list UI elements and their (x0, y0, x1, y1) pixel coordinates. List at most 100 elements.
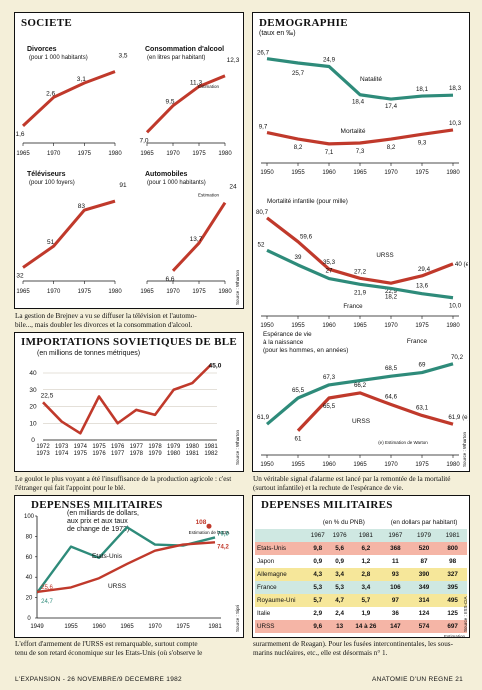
x-tick-label: 1980 (218, 289, 232, 295)
series-line (21, 70, 116, 127)
x-tick-label: 1965 (353, 462, 367, 468)
data-label: 9,3 (418, 139, 427, 146)
data-label: 68,5 (385, 365, 398, 372)
y-tick-label: 10 (29, 420, 37, 427)
mil-caption-l2: tenu de son retard économique sur les Et… (15, 648, 203, 657)
value-cell: 2,8 (361, 571, 371, 578)
data-label: 7,1 (325, 149, 334, 156)
data-label: 8,2 (294, 144, 303, 151)
mini-chart-title: Téléviseurs (27, 171, 66, 178)
value-cell: 574 (418, 623, 430, 630)
table-year: 1967 (388, 532, 403, 539)
x-tick-label: 1960 (322, 462, 336, 468)
value-cell: 36 (391, 610, 399, 617)
x-tick-label: 1981 (186, 451, 200, 457)
table-row: Etats-Unis 9,8 5,6 6,2 368 520 800 (255, 542, 467, 555)
x-tick-label: 1970 (384, 323, 398, 329)
value-cell: 5,7 (313, 597, 323, 604)
value-cell: 368 (390, 545, 401, 552)
data-label: 3,1 (77, 76, 86, 83)
ble-title: IMPORTATIONS SOVIETIQUES DE BLE (21, 336, 238, 348)
x-tick-label: 1980 (167, 451, 181, 457)
value-cell: 2,4 (335, 610, 345, 617)
demo-panel: DEMOGRAPHIE (taux en ‰) 26,7 25,7 24,9 18,4… (252, 12, 470, 472)
data-label: 7,0 (139, 137, 148, 144)
value-cell: 800 (447, 545, 458, 552)
data-label: 26,7 (257, 50, 270, 57)
data-label: 61,9 (e) (448, 414, 468, 421)
y-tick-label: 0 (31, 437, 35, 444)
mil-caption: L'effort d'armement de l'URSS est remarq… (15, 640, 247, 657)
data-label: 21,9 (354, 289, 367, 296)
x-tick-label: 1960 (322, 323, 336, 329)
x-tick-label: 1975 (192, 289, 206, 295)
x-tick-label: 1970 (47, 289, 61, 295)
data-label: 40 (e) (455, 261, 468, 268)
table-group-1: (en % du PNB) (322, 519, 365, 526)
mil-subtitle-3: de change de 1973) (67, 526, 130, 533)
table-note-row: Estimation (255, 633, 467, 640)
societe-caption-l2: bile..., mais doubler les divorces et la… (15, 320, 193, 329)
data-label: 91 (119, 182, 127, 189)
data-label: 8,2 (387, 144, 396, 151)
y-tick-label: 0 (27, 616, 31, 622)
data-label: 24 (229, 184, 237, 191)
demo-source: Source : Wharton (462, 431, 467, 467)
data-label: 18,1 (416, 86, 429, 93)
value-cell: 390 (418, 571, 430, 578)
x-tick-label: 1980 (108, 289, 122, 295)
value-cell: 5,6 (335, 545, 345, 552)
data-label: 61,9 (257, 414, 270, 421)
last-value-label: 74,2 (217, 544, 229, 550)
x-tick-label: 1970 (384, 462, 398, 468)
data-label: 12,3 (227, 57, 240, 64)
x-tick-label: 1975 (176, 624, 190, 630)
france-infant-line (266, 248, 454, 300)
series-line (171, 201, 227, 272)
table-panel: DEPENSES MILITAIRES (en % du PNB) (en do… (252, 495, 470, 640)
y-tick-label: 100 (24, 514, 35, 520)
value-cell: 124 (418, 610, 430, 617)
natalite-line (266, 57, 454, 101)
data-label: 27 (326, 268, 333, 275)
x-tick-label: 1965 (140, 289, 154, 295)
estimation-note: (e) Estimation de Warton (378, 440, 428, 445)
mini-chart-subtitle: (en litres par habitant) (147, 55, 205, 61)
y-tick-label: 60 (26, 555, 33, 561)
value-cell: 3,4 (335, 571, 345, 578)
data-label: 22,9 (385, 288, 398, 295)
data-label: 3,5 (118, 53, 127, 60)
table-row: France 5,3 5,3 3,4 106 349 395 (255, 581, 467, 594)
ble-caption: Le goulot le plus voyant a été l'insuffi… (15, 475, 232, 492)
last-value-label: 45,0 (209, 363, 222, 370)
x-tick-label: 1974 (74, 444, 88, 450)
table-row: Italie 2,9 2,4 1,9 36 124 125 (255, 607, 467, 620)
x-tick-label: 1965 (353, 323, 367, 329)
data-label: 10,3 (449, 120, 462, 127)
table-caption-l1: surarmement de Reagan). Pour les fusées … (253, 640, 453, 648)
value-cell: 13 (336, 623, 344, 630)
societe-title: SOCIETE (21, 17, 73, 29)
urss-label: URSS (108, 583, 127, 590)
infant-chart-title: Mortalité infantile (pour mille) (267, 198, 348, 205)
ble-panel: IMPORTATIONS SOVIETIQUES DE BLE (en mill… (14, 332, 244, 472)
data-label: 66,2 (354, 382, 367, 389)
last-value-label: 79,0 (217, 531, 229, 537)
data-label: 1,6 (15, 131, 24, 138)
first-value-label: 24,7 (41, 599, 53, 605)
value-cell: 3,4 (361, 584, 371, 591)
first-value-label: 25,6 (41, 585, 53, 591)
x-tick-label: 1979 (167, 444, 181, 450)
series-line (22, 199, 116, 269)
estimation-value: 108 (196, 519, 207, 526)
data-label: 65,5 (292, 387, 305, 394)
value-cell: 97 (391, 597, 399, 604)
value-cell: 495 (447, 597, 458, 604)
ble-chart: 0102030401972197319731974197419751975197… (29, 363, 222, 457)
value-cell: 98 (449, 558, 457, 565)
x-tick-label: 1975 (92, 444, 106, 450)
table-year: 1976 (332, 532, 347, 539)
data-label: 67,3 (323, 374, 336, 381)
mortalite-line (266, 128, 454, 146)
data-label: 17,4 (385, 103, 398, 110)
